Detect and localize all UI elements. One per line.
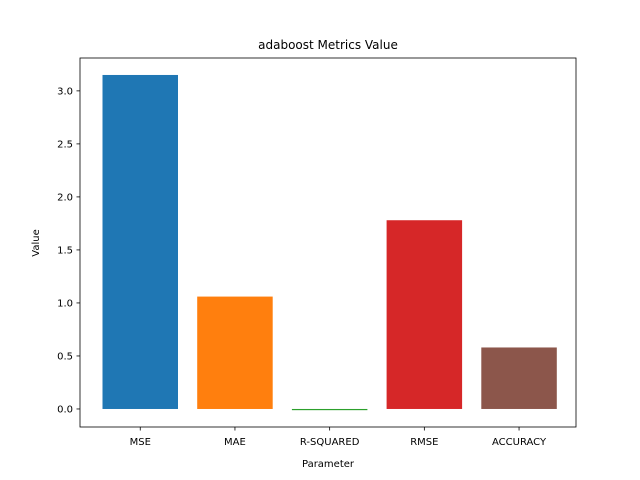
chart-title: adaboost Metrics Value	[258, 38, 398, 52]
y-tick-label: 3.0	[57, 86, 73, 97]
bar-rmse	[386, 220, 463, 409]
bar-accuracy	[481, 347, 557, 409]
y-axis-label: Value	[31, 229, 42, 256]
bar-mse	[102, 74, 178, 409]
bars	[102, 74, 557, 411]
x-tick-label: MAE	[224, 437, 246, 448]
y-axis: 0.0 0.5 1.0 1.5 2.0 2.5 3.0	[57, 86, 80, 416]
bar-r-squared	[291, 408, 368, 411]
y-tick-label: 0.5	[57, 352, 73, 363]
x-tick-label: R-SQUARED	[300, 437, 360, 448]
x-axis: MSE MAE R-SQUARED RMSE ACCURACY	[130, 427, 547, 448]
x-axis-label: Parameter	[302, 459, 355, 470]
x-tick-label: RMSE	[410, 437, 438, 448]
x-tick-label: ACCURACY	[492, 437, 547, 448]
y-tick-label: 0.0	[57, 405, 73, 416]
y-tick-label: 1.5	[57, 246, 73, 257]
y-tick-label: 1.0	[57, 299, 73, 310]
bar-mae	[197, 296, 273, 409]
x-tick-label: MSE	[130, 437, 151, 448]
y-tick-label: 2.0	[57, 193, 73, 204]
y-tick-label: 2.5	[57, 139, 73, 150]
plot-frame	[79, 57, 577, 428]
